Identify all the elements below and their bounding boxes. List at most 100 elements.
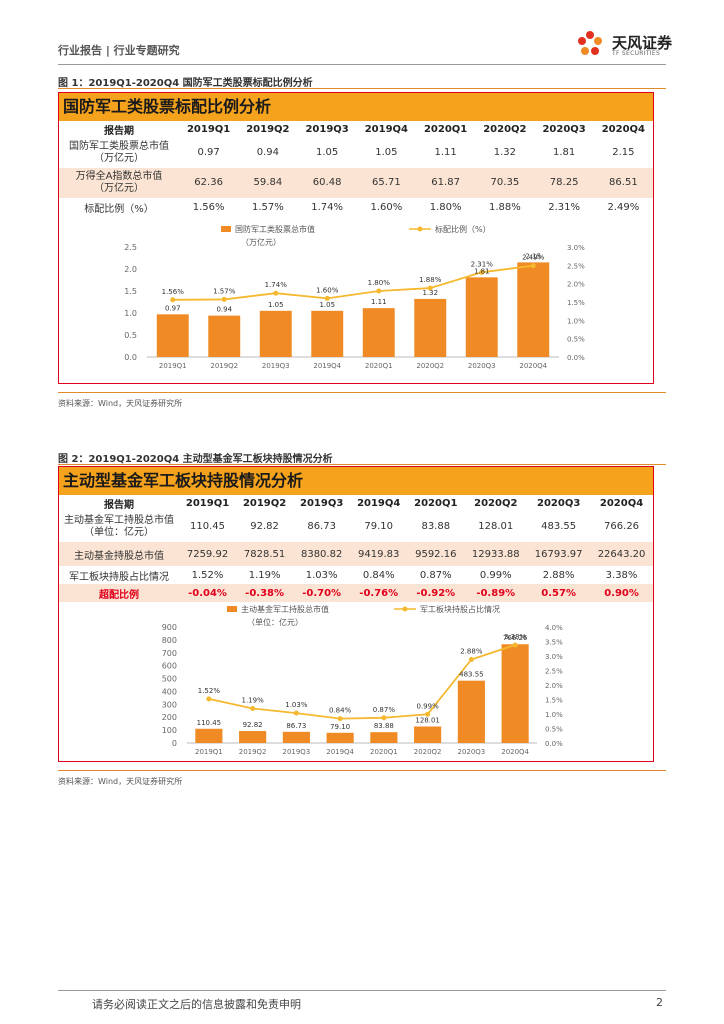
bar [195, 728, 223, 743]
row-label-line: （万亿元） [94, 153, 144, 164]
x-tick-label: 2019Q1 [195, 748, 223, 756]
line-point [293, 710, 299, 716]
header-cell: 2020Q3 [537, 498, 581, 509]
x-tick-label: 2019Q4 [313, 362, 341, 370]
table-cell: 8380.82 [293, 542, 351, 566]
bar-value-label: 1.05 [319, 301, 335, 309]
table-cell: 3.38% [605, 569, 638, 581]
table-cell: 0.94 [256, 147, 279, 158]
bar [282, 731, 310, 743]
figure1-table: 报告期 2019Q1 2019Q2 2019Q3 2019Q4 2020Q1 2… [59, 121, 653, 216]
table-row: 军工板块持股占比情况 1.52% 1.19% 1.03% 0.84% 0.87%… [59, 566, 653, 584]
legend-line-label: 军工板块持股占比情况 [420, 604, 500, 614]
line-value-label: 1.19% [242, 696, 265, 704]
table-row: 主动基金军工持股总市值 （单位：亿元） 110.45 92.82 86.73 79… [59, 512, 653, 542]
bar [414, 298, 447, 357]
legend-bar-label: （万亿元） [241, 237, 281, 247]
table-cell: 1.60% [370, 201, 403, 213]
row-label: 主动基金持股总市值 [59, 542, 179, 566]
series-line [208, 644, 516, 720]
header-cell: 2019Q3 [300, 498, 344, 509]
legend-line-marker [402, 606, 408, 612]
table-cell: 1.81 [552, 147, 576, 158]
series-line [172, 264, 534, 301]
y-tick-label: 1.5 [124, 287, 137, 296]
bar [156, 314, 189, 357]
header-cell: 2020Q4 [601, 124, 646, 135]
y2-tick-label: 2.0% [545, 682, 563, 690]
y-tick-label: 400 [162, 687, 177, 696]
row-label: 国防军工类股票总市值 （万亿元） [59, 138, 179, 168]
table-cell: -0.38% [236, 584, 294, 602]
y2-tick-label: 3.0% [567, 244, 585, 252]
table-cell: 110.45 [190, 521, 226, 532]
row-label-line: 国防军工类股票总市值 [69, 141, 169, 152]
line-point [376, 288, 382, 294]
line-point [381, 715, 387, 721]
table-cell: 60.48 [297, 168, 357, 198]
figure1-panel: 国防军工类股票标配比例分析 报告期 2019Q1 2019Q2 2019Q3 2… [58, 92, 654, 384]
row-label: 万得全A指数总市值 （万亿元） [59, 168, 179, 198]
y-tick-label: 900 [162, 623, 177, 632]
y2-tick-label: 1.5% [545, 697, 563, 705]
table-cell: 78.25 [534, 168, 594, 198]
y2-tick-label: 1.0% [567, 317, 585, 325]
bar-value-label: 1.11 [371, 298, 387, 306]
table-cell: 766.26 [604, 521, 640, 532]
x-tick-label: 2020Q4 [519, 362, 547, 370]
y-tick-label: 1.0 [124, 309, 137, 318]
x-tick-label: 2019Q4 [326, 748, 354, 756]
table-row: 主动基金持股总市值 7259.92 7828.51 8380.82 9419.8… [59, 542, 653, 566]
table-cell: 65.71 [356, 168, 416, 198]
line-value-label: 2.49% [522, 254, 545, 262]
bar-value-label: 86.73 [286, 722, 306, 730]
row-label: 主动基金军工持股总市值 （单位：亿元） [59, 512, 179, 542]
table-cell: 0.99% [479, 569, 512, 581]
x-tick-label: 2020Q2 [414, 748, 442, 756]
table-cell: 2.31% [548, 201, 581, 213]
bar [465, 277, 498, 357]
legend-line-label: 标配比例（%） [435, 224, 491, 234]
figure1-caption-rule [58, 88, 666, 89]
bar-value-label: 128.01 [415, 717, 440, 725]
table-cell: 9419.83 [350, 542, 408, 566]
line-point [250, 705, 256, 711]
header-cell: 2019Q2 [242, 498, 287, 509]
table-header-row: 报告期 2019Q1 2019Q2 2019Q3 2019Q4 2020Q1 2… [59, 495, 653, 512]
row-label: 超配比例 [59, 584, 179, 602]
y2-tick-label: 3.0% [545, 653, 563, 661]
line-point [206, 696, 212, 702]
header-cell: 报告期 [104, 126, 134, 137]
bar-value-label: 0.94 [216, 306, 232, 314]
line-point [170, 297, 176, 303]
figure2-source-rule [58, 770, 666, 771]
row-label-line: （单位：亿元） [84, 527, 154, 538]
table-cell: -0.04% [179, 584, 237, 602]
table-cell: 70.35 [475, 168, 535, 198]
table-cell: 7259.92 [179, 542, 237, 566]
header-cell: 2020Q1 [423, 124, 468, 135]
line-value-label: 1.88% [419, 276, 442, 284]
table-row: 超配比例 -0.04% -0.38% -0.70% -0.76% -0.92% … [59, 584, 653, 602]
header-cell: 2020Q3 [542, 124, 586, 135]
line-point [337, 716, 343, 722]
y-tick-label: 2.5 [124, 243, 137, 252]
table-cell: 79.10 [364, 521, 394, 532]
line-value-label: 1.80% [368, 279, 391, 287]
y2-tick-label: 0.5% [545, 726, 563, 734]
table-cell: 92.82 [250, 521, 279, 532]
table-cell: 1.19% [248, 569, 281, 581]
x-tick-label: 2020Q1 [370, 748, 398, 756]
table-row: 标配比例（%） 1.56% 1.57% 1.74% 1.60% 1.80% 1.… [59, 198, 653, 216]
line-value-label: 0.84% [329, 707, 352, 715]
y-tick-label: 2.0 [124, 265, 137, 274]
table-cell: -0.76% [350, 584, 408, 602]
y-tick-label: 500 [162, 675, 177, 684]
figure2-caption-rule [58, 464, 666, 465]
bar [239, 731, 267, 743]
bar-value-label: 0.97 [165, 304, 181, 312]
figure2-caption: 图 2：2019Q1-2020Q4 主动型基金军工板块持股情况分析 [58, 454, 333, 465]
table-cell: -0.89% [464, 584, 528, 602]
line-point [512, 642, 518, 648]
line-point [221, 296, 227, 302]
